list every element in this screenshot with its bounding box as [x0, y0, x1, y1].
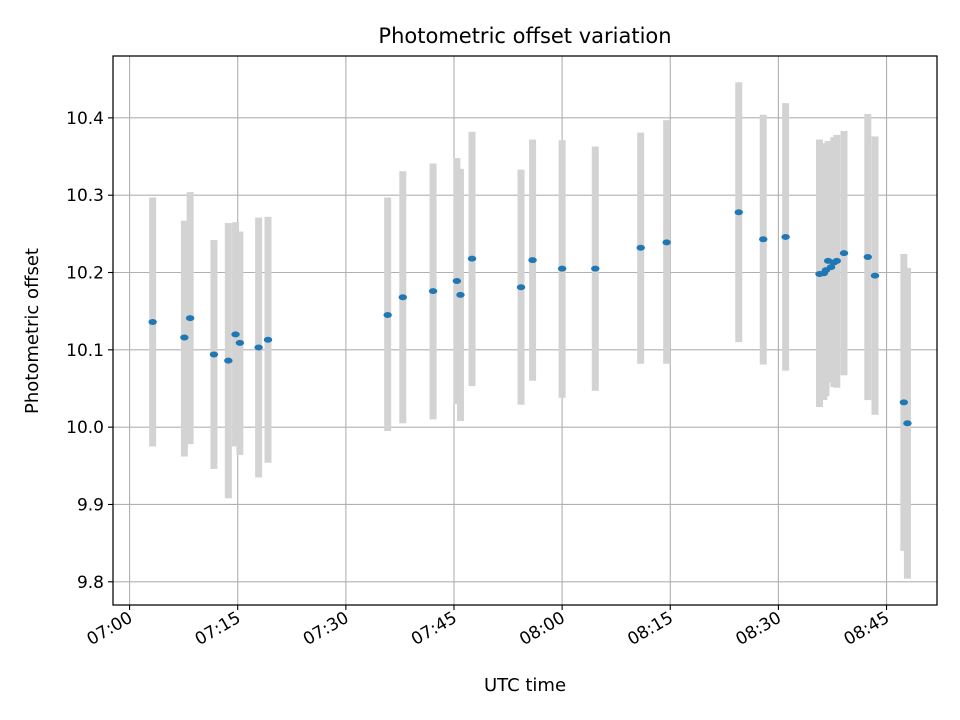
data-point — [452, 278, 462, 285]
data-point — [383, 312, 392, 319]
data-point — [428, 288, 438, 295]
data-point — [899, 399, 909, 406]
data-point — [870, 272, 880, 279]
chart-title: Photometric offset variation — [378, 24, 671, 48]
data-point — [832, 257, 841, 264]
data-points — [148, 209, 912, 427]
data-point — [781, 233, 790, 240]
y-tick-label: 10.4 — [66, 109, 104, 129]
y-axis-title: Photometric offset — [22, 248, 43, 414]
y-tick-label: 9.8 — [77, 573, 104, 593]
data-point — [254, 344, 263, 351]
y-tick-label: 9.9 — [77, 495, 104, 515]
data-point — [467, 255, 477, 262]
y-tick-label: 10.2 — [66, 264, 104, 284]
data-point — [826, 264, 836, 271]
data-point — [662, 239, 671, 246]
data-point — [231, 331, 240, 338]
data-point — [759, 236, 768, 243]
data-point — [636, 244, 645, 251]
y-tick-label: 10.1 — [66, 341, 104, 361]
y-tick-label: 10.0 — [66, 418, 104, 438]
data-point — [235, 339, 245, 346]
y-tick-label: 10.3 — [66, 186, 104, 206]
data-point — [516, 284, 526, 291]
data-point — [224, 357, 233, 364]
data-point — [863, 254, 872, 261]
data-point — [148, 318, 157, 325]
data-point — [209, 351, 219, 358]
data-point — [456, 291, 465, 298]
data-point — [263, 336, 273, 343]
data-point — [591, 265, 600, 272]
data-point — [185, 315, 195, 322]
data-point — [839, 250, 849, 257]
data-point — [903, 420, 912, 427]
data-point — [557, 265, 567, 272]
data-point — [734, 209, 743, 216]
y-axis-ticks: 9.8 9.9 10.0 10.1 10.2 10.3 10.4 — [66, 109, 113, 593]
plot-area — [113, 56, 937, 605]
data-point — [180, 334, 189, 341]
x-axis-title: UTC time — [484, 675, 566, 696]
data-point — [528, 257, 537, 264]
data-point — [398, 294, 408, 301]
plot-frame — [112, 55, 938, 606]
